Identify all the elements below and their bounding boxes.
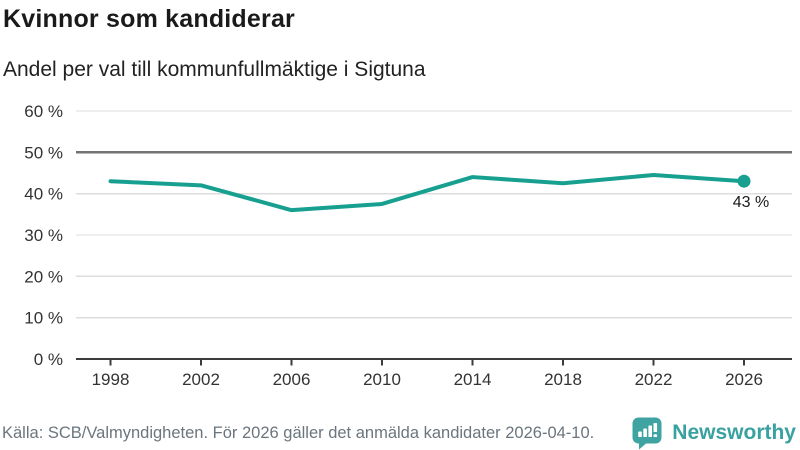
x-tick-label: 2026 bbox=[725, 370, 763, 389]
x-tick-label: 2010 bbox=[363, 370, 401, 389]
y-tick-label: 30 % bbox=[24, 226, 63, 245]
x-tick-label: 2022 bbox=[635, 370, 673, 389]
y-tick-label: 0 % bbox=[34, 350, 63, 369]
end-point-dot bbox=[737, 174, 751, 188]
newsworthy-icon bbox=[632, 417, 662, 450]
source-note: Källa: SCB/Valmyndigheten. För 2026 gäll… bbox=[2, 423, 595, 442]
bar-chart-glyph bbox=[638, 423, 658, 437]
y-tick-label: 10 % bbox=[24, 309, 63, 328]
y-tick-label: 20 % bbox=[24, 267, 63, 286]
data-line bbox=[108, 172, 746, 213]
y-tick-label: 40 % bbox=[24, 185, 63, 204]
x-tick-label: 2014 bbox=[454, 370, 492, 389]
x-tick-label: 2018 bbox=[544, 370, 582, 389]
speech-bubble-tail bbox=[639, 441, 650, 450]
end-value-label: 43 % bbox=[733, 194, 769, 211]
y-tick-label: 50 % bbox=[24, 143, 63, 162]
x-tick-label: 2006 bbox=[273, 370, 311, 389]
x-tick-label: 1998 bbox=[92, 370, 130, 389]
y-tick-label: 60 % bbox=[24, 102, 63, 121]
speech-bubble-shape bbox=[632, 417, 662, 444]
brand-logo: Newsworthy bbox=[631, 416, 796, 450]
chart-subtitle: Andel per val till kommunfullmäktige i S… bbox=[3, 58, 426, 81]
footer: Källa: SCB/Valmyndigheten. För 2026 gäll… bbox=[2, 416, 796, 450]
brand-name: Newsworthy bbox=[672, 421, 796, 444]
x-tick-label: 2002 bbox=[182, 370, 220, 389]
chart-title: Kvinnor som kandiderar bbox=[3, 5, 295, 33]
gridlines-group bbox=[76, 110, 792, 361]
